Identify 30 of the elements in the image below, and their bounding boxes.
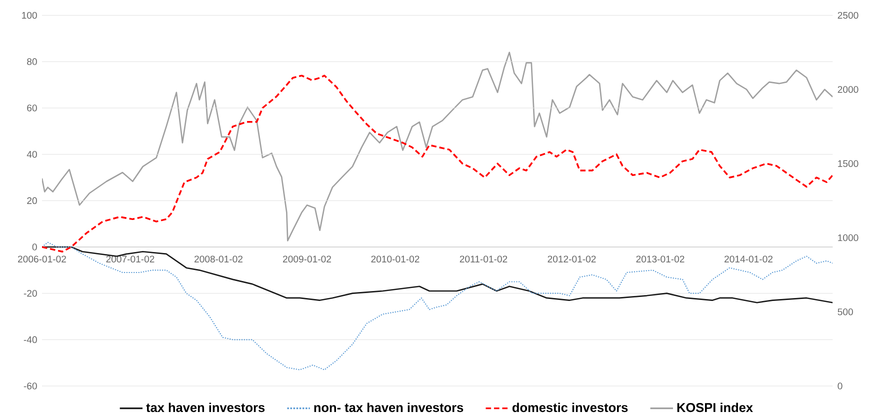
x-tick-label: 2014-01-02 bbox=[724, 256, 772, 262]
y2-tick-label: 1000 bbox=[838, 234, 858, 242]
y-tick-label: -20 bbox=[24, 290, 37, 297]
y-tick-label: 20 bbox=[27, 197, 37, 204]
x-tick-label: 2006-01-02 bbox=[18, 256, 66, 262]
y-tick-label: 40 bbox=[26, 150, 37, 158]
x-tick-label: 2010-01-02 bbox=[371, 256, 420, 262]
x-tick-label: 2011-01-02 bbox=[460, 256, 508, 262]
y2-tick-label: 0 bbox=[838, 382, 842, 390]
legend-label: tax haven investors bbox=[146, 402, 265, 412]
line-series bbox=[42, 74, 833, 252]
y2-tick-label: 500 bbox=[838, 308, 853, 316]
y2-tick-label: 1500 bbox=[838, 160, 858, 167]
x-tick-label: 2013-01-02 bbox=[636, 256, 684, 262]
x-tick-label: 2008-01-02 bbox=[194, 256, 242, 262]
y2-tick-label: 2000 bbox=[838, 86, 858, 93]
legend-label: domestic investors bbox=[512, 402, 628, 412]
x-tick-label: 2009-01-02 bbox=[283, 256, 331, 262]
x-tick-label: 2012-01-02 bbox=[548, 256, 596, 262]
y2-tick-label: 2500 bbox=[838, 12, 858, 19]
legend-label: KOSPI index bbox=[677, 402, 753, 412]
x-tick-label: 2007-01-02 bbox=[106, 256, 154, 262]
y-tick-label: 80 bbox=[27, 58, 37, 66]
legend-label: non- tax haven investors bbox=[314, 402, 464, 412]
line-series bbox=[42, 52, 833, 242]
y-tick-label: -60 bbox=[24, 382, 37, 390]
y-tick-label: -40 bbox=[24, 336, 37, 344]
y-tick-label: 100 bbox=[22, 12, 37, 19]
y-tick-label: 60 bbox=[27, 104, 37, 112]
y-tick-label: 0 bbox=[32, 244, 37, 250]
